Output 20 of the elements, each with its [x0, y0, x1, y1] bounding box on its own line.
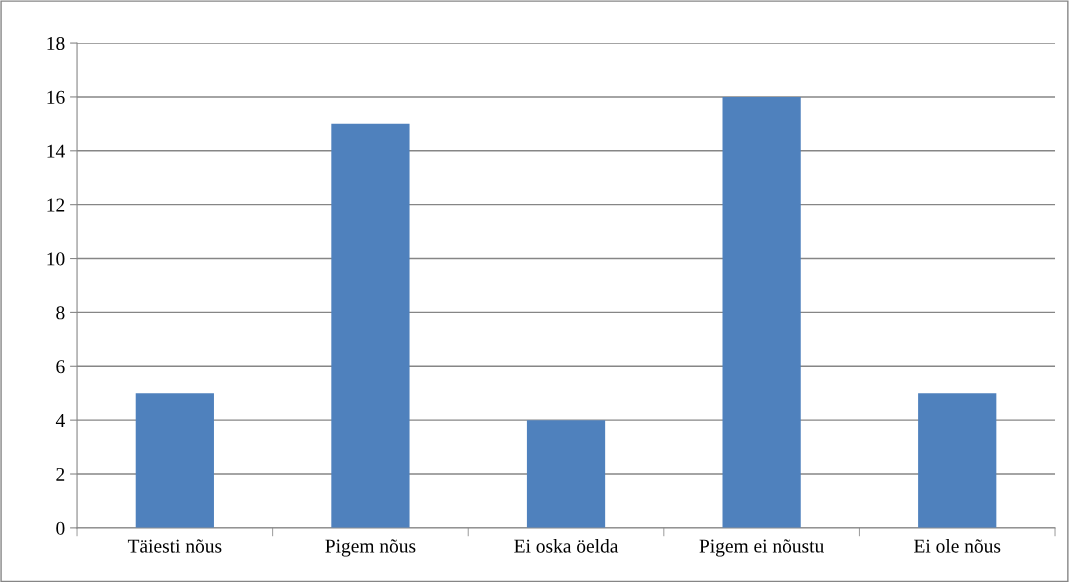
bar	[918, 393, 997, 528]
y-tick-label: 12	[47, 198, 65, 212]
y-tick-label: 6	[56, 360, 65, 374]
bar	[135, 393, 214, 528]
y-tick-label: 18	[47, 36, 65, 51]
bar	[526, 420, 606, 528]
y-tick-label: 10	[47, 252, 65, 266]
bar	[722, 96, 801, 528]
x-tick-label: Pigem ei nõustu	[699, 539, 824, 557]
y-tick-label: 2	[56, 467, 65, 481]
x-tick-label: Ei oska öelda	[514, 538, 619, 553]
y-tick-label: 4	[55, 414, 65, 427]
y-tick-label: 0	[56, 521, 65, 535]
x-tick-label: Ei ole nõus	[914, 538, 1001, 553]
y-tick-label: 8	[56, 306, 65, 320]
x-tick-label: Pigem nõus	[325, 539, 416, 557]
x-tick-label: Täiesti nõus	[127, 539, 222, 553]
y-tick-label: 14	[47, 144, 65, 158]
bar	[331, 123, 410, 528]
y-tick-label: 16	[47, 90, 65, 104]
